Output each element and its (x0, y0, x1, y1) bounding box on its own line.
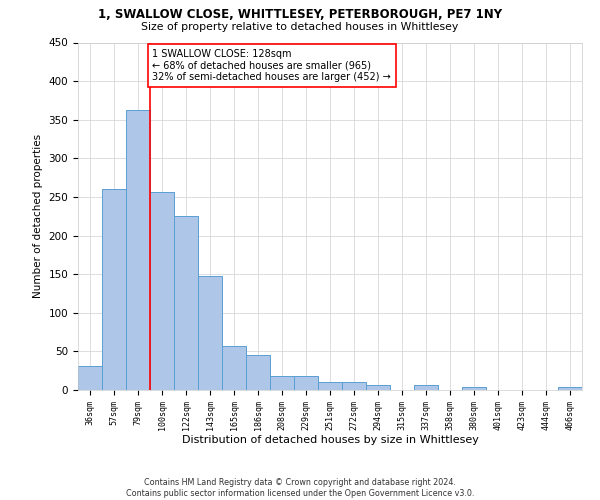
Bar (414, 386, 438, 390)
Bar (462, 387, 486, 390)
Bar (342, 382, 366, 390)
Bar (366, 384, 390, 390)
Bar (198, 276, 222, 390)
X-axis label: Distribution of detached houses by size in Whittlesey: Distribution of detached houses by size … (182, 436, 478, 446)
Text: 1 SWALLOW CLOSE: 128sqm
← 68% of detached houses are smaller (965)
32% of semi-d: 1 SWALLOW CLOSE: 128sqm ← 68% of detache… (152, 48, 391, 82)
Bar (558, 387, 582, 390)
Bar (270, 376, 294, 390)
Bar (318, 382, 342, 390)
Text: 1, SWALLOW CLOSE, WHITTLESEY, PETERBOROUGH, PE7 1NY: 1, SWALLOW CLOSE, WHITTLESEY, PETERBOROU… (98, 8, 502, 20)
Bar (126, 110, 150, 390)
Y-axis label: Number of detached properties: Number of detached properties (33, 134, 43, 298)
Bar (78, 366, 102, 390)
Bar (222, 346, 246, 390)
Bar (246, 355, 270, 390)
Bar (150, 192, 174, 390)
Text: Contains HM Land Registry data © Crown copyright and database right 2024.
Contai: Contains HM Land Registry data © Crown c… (126, 478, 474, 498)
Bar (174, 216, 198, 390)
Text: Size of property relative to detached houses in Whittlesey: Size of property relative to detached ho… (142, 22, 458, 32)
Bar (102, 189, 126, 390)
Bar (294, 376, 318, 390)
